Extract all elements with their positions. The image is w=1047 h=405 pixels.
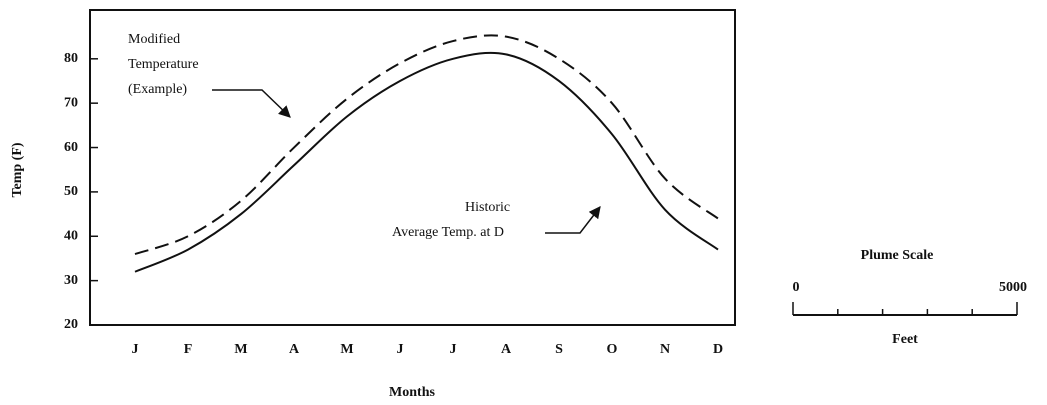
y-tick-label: 50 — [64, 184, 78, 199]
annotation-arrow — [545, 206, 601, 234]
series-line — [134, 34, 719, 255]
x-tick-label: A — [501, 342, 512, 357]
y-tick-label: 40 — [64, 228, 78, 243]
y-tick-label: 80 — [64, 51, 78, 66]
annotation-arrow — [212, 89, 291, 118]
y-tick-label: 60 — [64, 140, 78, 155]
annotation: Historic — [465, 200, 510, 215]
plot-frame — [89, 9, 736, 326]
x-tick-label: M — [340, 342, 353, 357]
x-tick-label: J — [132, 342, 139, 357]
series-line — [134, 51, 719, 273]
x-tick-label: F — [184, 342, 193, 357]
x-tick-label: N — [660, 342, 670, 357]
x-tick-label: J — [450, 342, 457, 357]
y-tick-label: 70 — [64, 95, 78, 110]
annotation: Modified — [128, 32, 180, 47]
scale-label: 0 — [793, 280, 800, 295]
annotation: (Example) — [128, 82, 187, 97]
y-tick-label: 30 — [64, 273, 78, 288]
scale-title: Plume Scale — [861, 248, 934, 263]
x-tick-label: D — [713, 342, 723, 357]
x-tick-label: M — [234, 342, 247, 357]
annotation: Temperature — [128, 57, 199, 72]
y-axis-label: Temp (F) — [10, 142, 25, 197]
x-tick-label: A — [289, 342, 300, 357]
scale-label: 5000 — [999, 280, 1027, 295]
scale-unit: Feet — [892, 332, 918, 347]
x-tick-label: O — [607, 342, 618, 357]
x-axis-label: Months — [389, 385, 435, 400]
x-tick-label: J — [397, 342, 404, 357]
annotation: Average Temp. at D — [392, 225, 504, 240]
x-tick-label: S — [555, 342, 563, 357]
y-tick-label: 20 — [64, 317, 78, 332]
